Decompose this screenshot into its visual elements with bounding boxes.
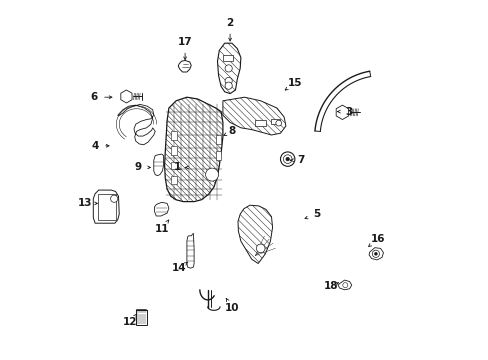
Bar [170, 131, 177, 140]
Circle shape [275, 120, 281, 126]
Circle shape [342, 283, 347, 288]
Polygon shape [153, 154, 163, 176]
Polygon shape [238, 205, 272, 264]
Polygon shape [164, 97, 223, 202]
Bar [223, 55, 232, 61]
Text: 14: 14 [171, 263, 186, 273]
Polygon shape [337, 280, 351, 290]
Text: 11: 11 [154, 224, 169, 234]
Polygon shape [368, 248, 383, 260]
Text: 16: 16 [370, 234, 384, 244]
Bar [170, 162, 177, 169]
Text: 4: 4 [91, 141, 99, 151]
Circle shape [224, 65, 232, 72]
Circle shape [224, 82, 232, 89]
Polygon shape [335, 105, 348, 120]
Circle shape [224, 77, 232, 85]
Text: 3: 3 [345, 107, 352, 117]
Polygon shape [154, 202, 168, 216]
Bar [255, 120, 265, 126]
Text: 2: 2 [226, 18, 233, 28]
Circle shape [283, 155, 291, 163]
Polygon shape [118, 104, 155, 145]
Bar [215, 135, 221, 144]
Text: 15: 15 [287, 78, 302, 88]
Circle shape [374, 252, 377, 255]
Circle shape [285, 157, 289, 161]
Text: 8: 8 [228, 126, 235, 136]
Circle shape [371, 250, 379, 257]
Polygon shape [186, 233, 194, 268]
Text: 12: 12 [123, 317, 137, 327]
Circle shape [110, 195, 118, 202]
Bar [215, 151, 221, 160]
Text: 10: 10 [224, 303, 239, 313]
Text: 7: 7 [297, 155, 305, 165]
Polygon shape [223, 97, 285, 135]
Polygon shape [93, 190, 119, 223]
Text: 1: 1 [174, 162, 181, 172]
Polygon shape [121, 90, 132, 103]
Bar [170, 146, 177, 155]
Text: 9: 9 [135, 162, 142, 172]
Polygon shape [217, 43, 241, 94]
Text: 5: 5 [312, 209, 320, 219]
Text: 13: 13 [78, 198, 92, 208]
Bar [271, 119, 280, 124]
Bar [98, 194, 115, 220]
Circle shape [280, 152, 294, 166]
Bar [170, 176, 177, 184]
Text: 18: 18 [323, 281, 338, 291]
Circle shape [256, 244, 264, 253]
Polygon shape [178, 60, 191, 72]
Bar [136, 310, 146, 325]
Circle shape [205, 168, 218, 181]
Text: 6: 6 [90, 92, 98, 102]
Text: 17: 17 [178, 37, 192, 48]
